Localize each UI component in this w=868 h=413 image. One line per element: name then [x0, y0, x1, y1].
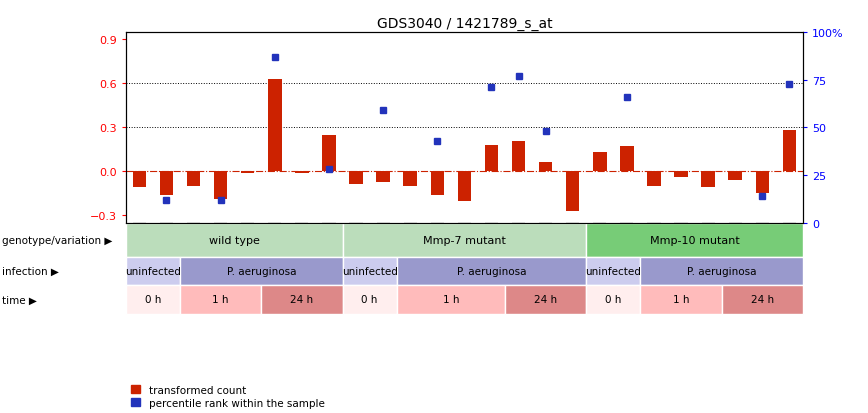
Text: 0 h: 0 h	[361, 294, 378, 305]
Text: 24 h: 24 h	[534, 294, 557, 305]
Text: 1 h: 1 h	[213, 294, 229, 305]
Bar	[126, 285, 180, 314]
Bar	[377, 172, 390, 182]
Bar	[593, 153, 607, 172]
Text: uninfected: uninfected	[342, 266, 398, 276]
Title: GDS3040 / 1421789_s_at: GDS3040 / 1421789_s_at	[377, 17, 552, 31]
Bar	[160, 172, 174, 195]
Bar	[261, 285, 343, 314]
Text: 1 h: 1 h	[673, 294, 689, 305]
Bar	[187, 172, 201, 186]
Bar	[721, 285, 803, 314]
Bar	[214, 172, 227, 199]
Bar	[397, 257, 586, 285]
Bar	[349, 172, 363, 185]
Bar	[620, 147, 634, 172]
Legend: transformed count, percentile rank within the sample: transformed count, percentile rank withi…	[131, 385, 325, 408]
Bar	[457, 172, 471, 201]
Bar	[566, 172, 580, 211]
Text: uninfected: uninfected	[125, 266, 181, 276]
Text: wild type: wild type	[208, 235, 260, 245]
Bar	[648, 172, 661, 186]
Text: infection ▶: infection ▶	[2, 266, 59, 276]
Bar	[674, 172, 687, 178]
Bar	[126, 223, 343, 257]
Bar	[180, 285, 261, 314]
Text: P. aeruginosa: P. aeruginosa	[687, 266, 756, 276]
Text: 1 h: 1 h	[443, 294, 459, 305]
Bar	[404, 172, 417, 186]
Bar	[343, 257, 397, 285]
Bar	[641, 285, 721, 314]
Bar	[295, 172, 309, 173]
Text: Mmp-7 mutant: Mmp-7 mutant	[423, 235, 506, 245]
Text: P. aeruginosa: P. aeruginosa	[457, 266, 526, 276]
Bar	[343, 285, 397, 314]
Bar	[539, 163, 552, 172]
Bar	[397, 285, 505, 314]
Bar	[180, 257, 343, 285]
Bar	[484, 145, 498, 172]
Bar	[755, 172, 769, 194]
Bar	[241, 172, 254, 173]
Text: time ▶: time ▶	[2, 294, 36, 305]
Text: 24 h: 24 h	[290, 294, 313, 305]
Text: uninfected: uninfected	[585, 266, 641, 276]
Bar	[133, 172, 146, 188]
Text: 0 h: 0 h	[605, 294, 621, 305]
Bar	[586, 285, 641, 314]
Text: P. aeruginosa: P. aeruginosa	[227, 266, 296, 276]
Bar	[641, 257, 803, 285]
Text: 0 h: 0 h	[145, 294, 161, 305]
Text: Mmp-10 mutant: Mmp-10 mutant	[650, 235, 740, 245]
Bar	[343, 223, 586, 257]
Bar	[728, 172, 742, 180]
Bar	[322, 135, 336, 172]
Bar	[586, 257, 641, 285]
Bar	[126, 257, 180, 285]
Bar	[268, 80, 281, 172]
Bar	[505, 285, 586, 314]
Text: genotype/variation ▶: genotype/variation ▶	[2, 235, 112, 245]
Bar	[701, 172, 715, 188]
Text: 24 h: 24 h	[751, 294, 774, 305]
Bar	[783, 131, 796, 172]
Bar	[431, 172, 444, 195]
Bar	[586, 223, 803, 257]
Bar	[512, 141, 525, 172]
